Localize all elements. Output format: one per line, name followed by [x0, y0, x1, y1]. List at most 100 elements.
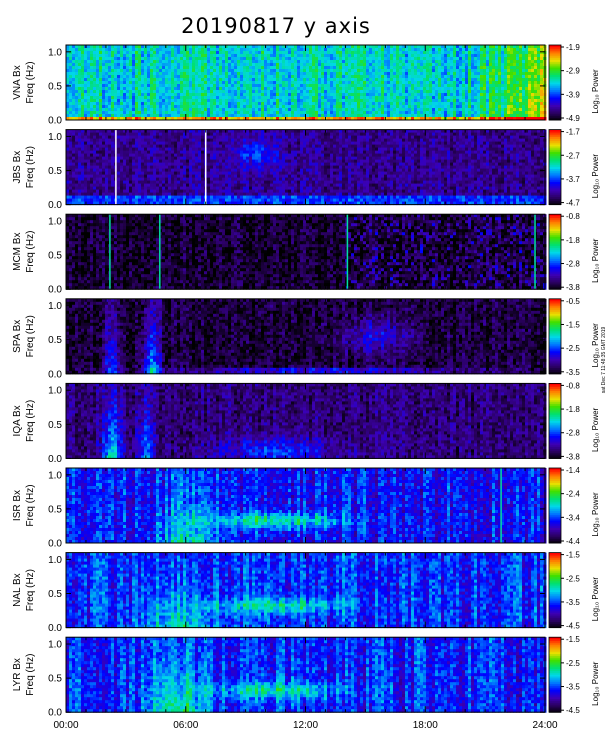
heat-cell — [87, 142, 91, 146]
heat-cell — [195, 105, 199, 109]
heat-cell — [228, 114, 232, 118]
heat-cell — [459, 78, 463, 82]
heat-cell — [126, 136, 130, 140]
heat-cell — [300, 45, 304, 49]
heat-cell — [201, 90, 205, 94]
heat-cell — [273, 45, 277, 49]
heat-cell — [471, 57, 475, 61]
heat-cell — [201, 133, 205, 137]
heat-cell — [81, 139, 85, 143]
heat-cell — [264, 84, 268, 88]
heat-cell — [174, 63, 178, 67]
heat-cell — [171, 99, 175, 103]
heat-cell — [489, 87, 493, 91]
heat-cell — [522, 60, 526, 64]
heat-cell — [72, 133, 76, 137]
heat-cell — [489, 142, 493, 146]
heat-cell — [486, 96, 490, 100]
heat-cell — [465, 51, 469, 55]
heat-cell — [87, 84, 91, 88]
heat-cell — [417, 90, 421, 94]
heat-cell — [414, 51, 418, 55]
heat-cell — [528, 48, 532, 52]
heat-cell — [204, 102, 208, 106]
heat-cell — [363, 102, 367, 106]
heat-cell — [120, 102, 124, 106]
heat-cell — [534, 108, 538, 112]
heat-cell — [354, 48, 358, 52]
heat-cell — [252, 145, 256, 149]
heat-cell — [246, 60, 250, 64]
heat-cell — [372, 87, 376, 91]
heat-cell — [222, 111, 226, 115]
heat-cell — [153, 105, 157, 109]
heat-cell — [66, 108, 70, 112]
heat-cell — [435, 63, 439, 67]
heat-cell — [219, 133, 223, 137]
heat-cell — [213, 93, 217, 97]
heat-cell — [489, 114, 493, 118]
heat-cell — [519, 84, 523, 88]
heat-cell — [339, 133, 343, 137]
heat-cell — [411, 51, 415, 55]
heat-cell — [363, 111, 367, 115]
heat-cell — [231, 72, 235, 76]
heat-cell — [453, 45, 457, 49]
heat-cell — [528, 139, 532, 143]
heat-cell — [105, 145, 109, 149]
heat-cell — [171, 63, 175, 67]
heat-cell — [510, 90, 514, 94]
heat-cell — [87, 145, 91, 149]
heat-cell — [66, 99, 70, 103]
heat-cell — [486, 114, 490, 118]
heat-cell — [384, 111, 388, 115]
heat-cell — [78, 130, 82, 134]
heat-cell — [207, 133, 211, 137]
heat-cell — [96, 63, 100, 67]
heat-cell — [486, 54, 490, 58]
heat-cell — [105, 60, 109, 64]
heat-cell — [141, 51, 145, 55]
heat-cell — [171, 111, 175, 115]
heat-cell — [210, 51, 214, 55]
heat-cell — [135, 142, 139, 146]
heat-cell — [147, 108, 151, 112]
heat-cell — [228, 108, 232, 112]
heat-cell — [438, 78, 442, 82]
heat-cell — [201, 75, 205, 79]
heat-cell — [216, 145, 220, 149]
heat-cell — [129, 105, 133, 109]
heat-cell — [462, 87, 466, 91]
heat-cell — [234, 142, 238, 146]
heat-cell — [417, 78, 421, 82]
heat-cell — [123, 66, 127, 70]
heat-cell — [336, 48, 340, 52]
heat-cell — [525, 93, 529, 97]
heat-cell — [246, 54, 250, 58]
heat-cell — [93, 51, 97, 55]
heat-cell — [222, 96, 226, 100]
heat-cell — [321, 93, 325, 97]
heat-cell — [462, 48, 466, 52]
heat-cell — [315, 60, 319, 64]
heat-cell — [522, 133, 526, 137]
heat-cell — [96, 90, 100, 94]
heat-cell — [141, 72, 145, 76]
heat-cell — [336, 72, 340, 76]
heat-cell — [411, 93, 415, 97]
heat-cell — [96, 130, 100, 134]
heat-cell — [468, 75, 472, 79]
heat-cell — [288, 90, 292, 94]
heat-cell — [183, 145, 187, 149]
heat-cell — [246, 111, 250, 115]
heat-cell — [501, 48, 505, 52]
heat-cell — [147, 87, 151, 91]
heat-cell — [441, 142, 445, 146]
heat-cell — [390, 130, 394, 134]
heat-cell — [459, 108, 463, 112]
heat-cell — [96, 75, 100, 79]
heat-cell — [453, 142, 457, 146]
heat-cell — [519, 139, 523, 143]
heat-cell — [507, 84, 511, 88]
heat-cell — [531, 133, 535, 137]
